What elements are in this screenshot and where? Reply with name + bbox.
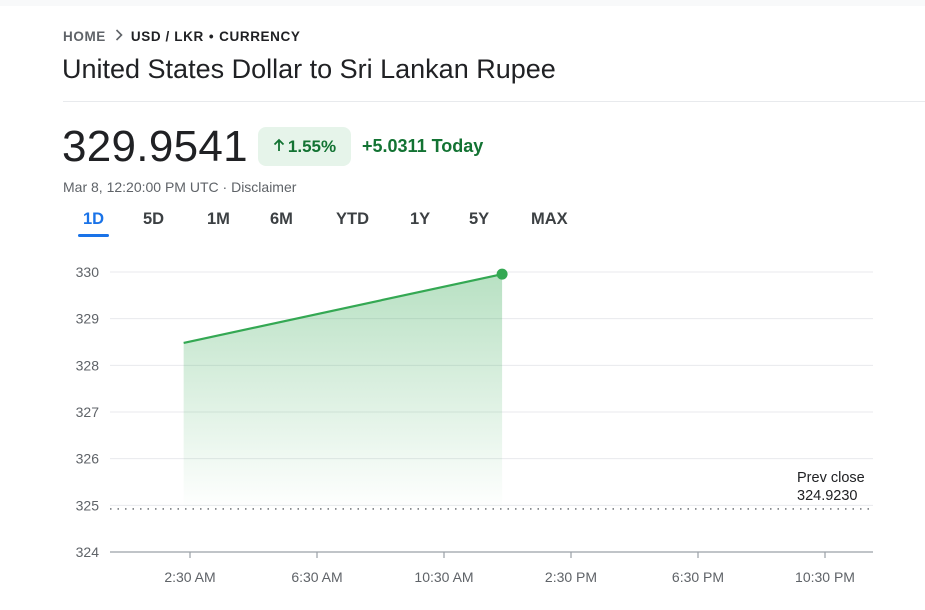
exchange-rate-value: 329.9541 (62, 122, 248, 171)
header-divider (63, 101, 925, 102)
breadcrumb-type: CURRENCY (219, 28, 301, 44)
x-tick-label: 10:30 AM (414, 569, 473, 585)
breadcrumb: HOME USD / LKR • CURRENCY (63, 28, 300, 44)
tab-1d[interactable]: 1D (83, 210, 105, 228)
tab-1m[interactable]: 1M (207, 210, 230, 228)
y-tick-label: 329 (76, 311, 100, 327)
change-today: +5.0311 Today (362, 136, 484, 156)
y-tick-label: 324 (76, 544, 100, 560)
breadcrumb-pair: USD / LKR (130, 28, 204, 44)
breadcrumb-home-link[interactable]: HOME (63, 28, 106, 44)
y-tick-label: 328 (76, 357, 100, 373)
y-tick-label: 330 (76, 264, 100, 280)
x-tick-label: 2:30 AM (164, 569, 215, 585)
prev-close-label: Prev close (797, 470, 865, 486)
x-tick-label: 6:30 PM (672, 569, 724, 585)
chevron-right-icon (115, 28, 123, 44)
disclaimer-link[interactable]: Disclaimer (231, 179, 297, 195)
price-chart[interactable]: Prev close 324.9230 330 329 328 327 326 325 324… (0, 250, 925, 610)
tab-5y[interactable]: 5Y (469, 210, 490, 228)
prev-close-value: 324.9230 (797, 488, 857, 504)
x-tick-label: 10:30 PM (795, 569, 855, 585)
y-tick-label: 326 (76, 451, 100, 467)
page-title: United States Dollar to Sri Lankan Rupee (62, 54, 556, 84)
y-tick-label: 327 (76, 404, 100, 420)
percent-change-value: 1.55% (287, 136, 337, 156)
timestamp-separator: · (218, 179, 232, 195)
quote-timestamp-line: Mar 8, 12:20:00 PM UTC · Disclaimer (63, 179, 296, 195)
tab-ytd[interactable]: YTD (336, 210, 369, 228)
percent-change-badge: 1.55% (258, 127, 351, 166)
arrow-up-icon (273, 137, 285, 157)
latest-price-point[interactable] (496, 268, 508, 280)
tab-6m[interactable]: 6M (270, 210, 293, 228)
tab-1y[interactable]: 1Y (410, 210, 431, 228)
active-tab-indicator (78, 234, 109, 237)
breadcrumb-separator-dot: • (208, 28, 215, 44)
price-line (183, 273, 503, 345)
tab-5d[interactable]: 5D (143, 210, 165, 228)
y-tick-label: 325 (76, 497, 100, 513)
top-bar (0, 0, 925, 6)
x-tick-label: 2:30 PM (545, 569, 597, 585)
tab-max[interactable]: MAX (531, 210, 568, 228)
quote-timestamp: Mar 8, 12:20:00 PM UTC (63, 179, 219, 195)
x-tick-label: 6:30 AM (291, 569, 342, 585)
price-area-fill (183, 274, 503, 509)
